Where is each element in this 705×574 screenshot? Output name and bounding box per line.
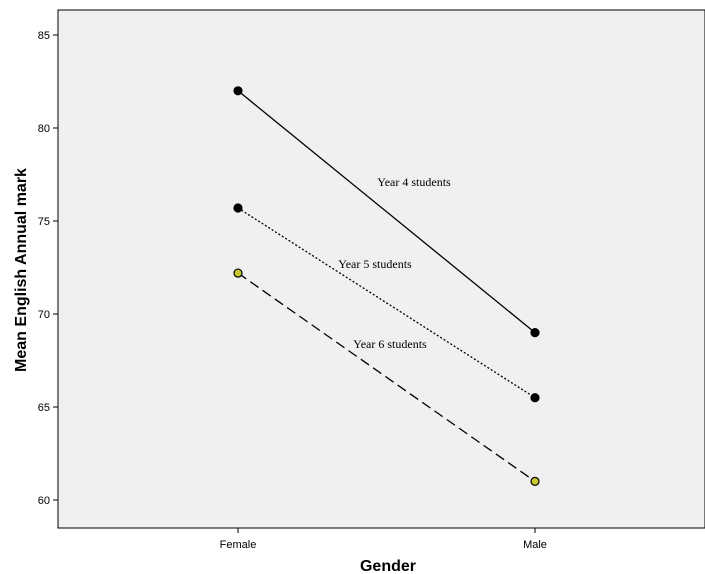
series-label-3: Year 6 students bbox=[353, 337, 427, 351]
x-tick-label: Female bbox=[220, 539, 257, 551]
x-tick-label: Male bbox=[523, 539, 547, 551]
x-axis-title: Gender bbox=[360, 558, 416, 574]
data-point bbox=[233, 86, 243, 96]
y-tick-label: 70 bbox=[38, 309, 50, 321]
y-tick-label: 80 bbox=[38, 123, 50, 135]
data-point bbox=[233, 268, 243, 278]
data-point bbox=[530, 328, 540, 338]
series-line-3 bbox=[237, 272, 536, 482]
plot-area bbox=[57, 9, 705, 529]
series-layer bbox=[233, 86, 540, 486]
data-point bbox=[530, 476, 540, 486]
data-point bbox=[233, 203, 243, 213]
y-axis: 60 65 70 75 80 85 bbox=[38, 30, 58, 507]
series-line-2 bbox=[237, 207, 536, 399]
data-point bbox=[530, 393, 540, 403]
y-axis-title: Mean English Annual mark bbox=[13, 168, 30, 372]
annotation-layer: Year 4 students Year 5 students Year 6 stu… bbox=[338, 175, 451, 351]
series-line-1 bbox=[237, 90, 536, 334]
x-axis: Female Male bbox=[220, 528, 547, 551]
y-tick-label: 85 bbox=[38, 30, 50, 42]
series-label-1: Year 4 students bbox=[377, 175, 451, 189]
y-tick-label: 60 bbox=[38, 495, 50, 507]
y-tick-label: 75 bbox=[38, 216, 50, 228]
y-tick-label: 65 bbox=[38, 402, 50, 414]
series-label-2: Year 5 students bbox=[338, 257, 412, 271]
